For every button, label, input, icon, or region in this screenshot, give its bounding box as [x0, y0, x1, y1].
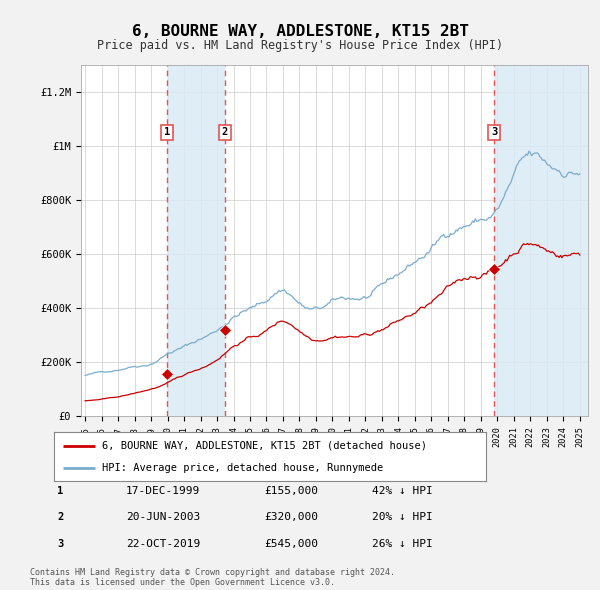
Text: £320,000: £320,000 — [264, 513, 318, 522]
Text: 17-DEC-1999: 17-DEC-1999 — [126, 486, 200, 496]
Bar — [167, 65, 225, 416]
Text: HPI: Average price, detached house, Runnymede: HPI: Average price, detached house, Runn… — [101, 463, 383, 473]
Text: 26% ↓ HPI: 26% ↓ HPI — [372, 539, 433, 549]
Bar — [494, 65, 588, 416]
Text: Contains HM Land Registry data © Crown copyright and database right 2024.
This d: Contains HM Land Registry data © Crown c… — [30, 568, 395, 587]
Text: 1: 1 — [57, 486, 64, 496]
Text: 3: 3 — [491, 127, 497, 137]
Text: 3: 3 — [57, 539, 64, 549]
Text: 20% ↓ HPI: 20% ↓ HPI — [372, 513, 433, 522]
Text: £545,000: £545,000 — [264, 539, 318, 549]
Text: 6, BOURNE WAY, ADDLESTONE, KT15 2BT: 6, BOURNE WAY, ADDLESTONE, KT15 2BT — [131, 24, 469, 38]
Text: 1: 1 — [164, 127, 170, 137]
Text: £155,000: £155,000 — [264, 486, 318, 496]
Text: 6, BOURNE WAY, ADDLESTONE, KT15 2BT (detached house): 6, BOURNE WAY, ADDLESTONE, KT15 2BT (det… — [101, 441, 427, 451]
Text: 42% ↓ HPI: 42% ↓ HPI — [372, 486, 433, 496]
Text: 20-JUN-2003: 20-JUN-2003 — [126, 513, 200, 522]
Text: 2: 2 — [57, 513, 64, 522]
Text: 2: 2 — [221, 127, 228, 137]
Text: Price paid vs. HM Land Registry's House Price Index (HPI): Price paid vs. HM Land Registry's House … — [97, 39, 503, 52]
Text: 22-OCT-2019: 22-OCT-2019 — [126, 539, 200, 549]
